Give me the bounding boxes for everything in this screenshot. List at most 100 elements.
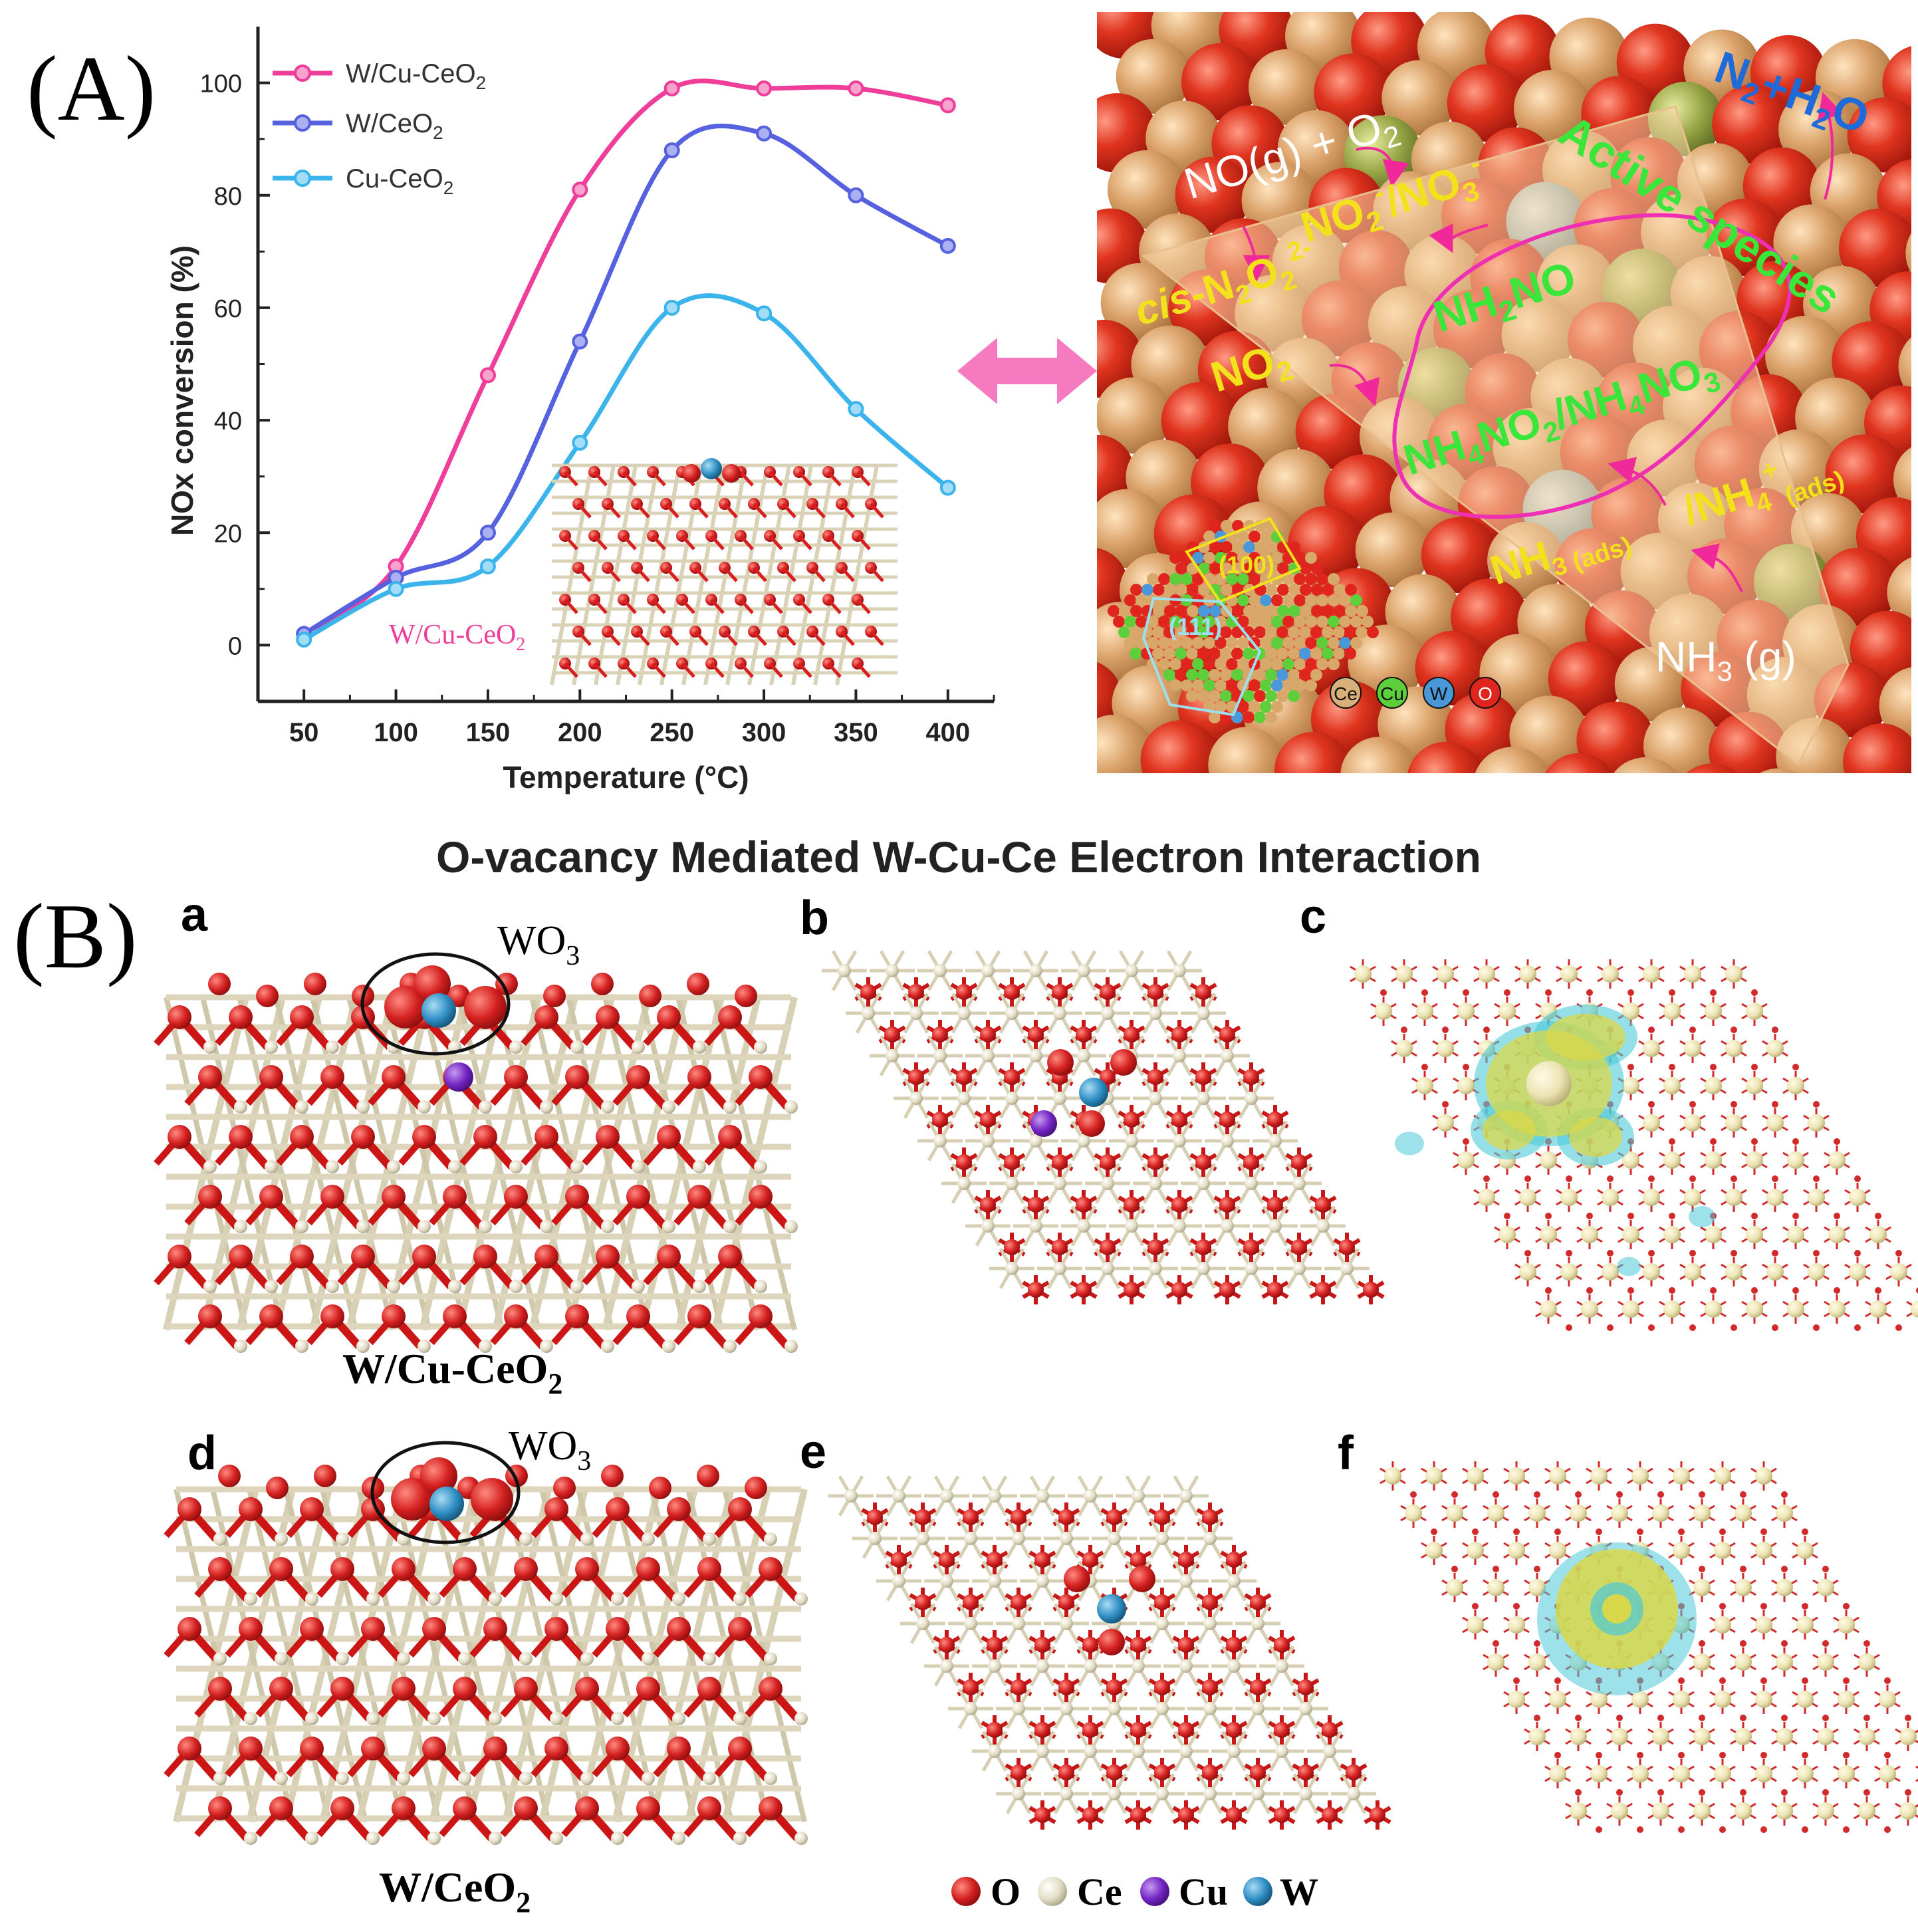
cerium-atom — [723, 1340, 737, 1353]
wo3-circle-a — [360, 952, 511, 1056]
surface-sphere — [1548, 641, 1623, 717]
surface-oxygen-atom — [697, 1465, 719, 1487]
oxygen-atom — [1082, 1722, 1098, 1738]
surface-sphere — [1208, 727, 1285, 773]
lattice-bond — [393, 1489, 478, 1822]
nanoparticle-atom — [1260, 594, 1272, 606]
oxygen-atom — [1154, 1764, 1170, 1780]
cerium-atom — [1540, 1226, 1557, 1243]
surface-sphere — [1893, 447, 1911, 512]
inset-bond — [798, 535, 812, 550]
cerium-atom — [1787, 1226, 1804, 1243]
cerium-atom — [1581, 1300, 1598, 1318]
inset-bond — [638, 465, 681, 685]
cerium-atom — [336, 1652, 349, 1665]
oxygen-atom — [963, 1679, 979, 1695]
inset-bond — [827, 662, 842, 678]
oxygen-atom — [667, 1497, 691, 1521]
oxygen-atom — [290, 1005, 314, 1029]
oxygen-atom — [443, 1185, 467, 1209]
cerium-atom — [1084, 1745, 1097, 1758]
cerium-atom — [479, 1100, 492, 1114]
cerium-atom — [1268, 1134, 1282, 1147]
oxygen-atom — [1607, 1250, 1614, 1257]
oxygen-atom — [1267, 1112, 1283, 1128]
inset-bond — [694, 630, 709, 646]
oxygen-atom — [1875, 1213, 1881, 1219]
tungsten-atom — [429, 1487, 464, 1521]
oxygen-atom — [1202, 1509, 1218, 1525]
nanoparticle-atom — [1260, 637, 1272, 649]
data-point-w-cu-ceo2 — [663, 80, 680, 97]
inset-bond — [739, 598, 754, 614]
lattice-bond — [612, 1489, 697, 1822]
cerium-atom — [509, 1040, 523, 1054]
nanoparticle-atom — [1130, 648, 1141, 660]
cerium-atom — [1725, 1114, 1742, 1132]
nanoparticle-atom — [1158, 594, 1170, 606]
inset-bond — [753, 566, 767, 582]
cerium-atom — [1108, 1532, 1121, 1545]
nanoparticle-atom — [1294, 616, 1306, 628]
lattice-bond — [602, 997, 687, 1330]
oxygen-atom — [1011, 1509, 1026, 1525]
nanoparticle-atom — [1305, 594, 1317, 606]
cerium-atom — [794, 1592, 808, 1606]
subfigure-a-caption: W/Cu-CeO2 — [342, 1345, 562, 1400]
oxygen-atom — [382, 1185, 406, 1209]
oxygen-atom — [1451, 1566, 1458, 1572]
cerium-atom — [1879, 1765, 1896, 1782]
cerium-atom — [1693, 1728, 1711, 1745]
oxygen-atom — [596, 1125, 620, 1149]
oxygen-atom — [606, 1737, 630, 1760]
cerium-atom — [601, 1100, 614, 1114]
charge-depletion-region — [1689, 1206, 1715, 1227]
nanoparticle-atom — [1243, 648, 1255, 660]
nanoparticle-atom — [1175, 605, 1187, 617]
oxygen-atom — [1648, 1101, 1655, 1108]
oxygen-atom — [1147, 1069, 1163, 1085]
nanoparticle-atom — [1294, 658, 1306, 670]
cerium-atom — [784, 1100, 798, 1114]
oxygen-atom — [728, 1497, 752, 1521]
oxygen-atom — [1822, 1640, 1829, 1647]
oxygen-atom — [1637, 1528, 1643, 1535]
nanoparticle-atom — [1266, 605, 1278, 617]
cerium-atom — [540, 1340, 553, 1353]
nanoparticle-atoms — [1108, 520, 1379, 723]
cerium-atom — [892, 1489, 905, 1503]
oxygen-atom — [168, 1005, 191, 1029]
cerium-atom — [1275, 1659, 1288, 1673]
cerium-atom — [1292, 1177, 1306, 1190]
charge-accumulation-region — [1483, 1110, 1536, 1150]
cerium-atom — [1132, 1659, 1145, 1673]
oxygen-atom — [1792, 1064, 1799, 1070]
cerium-atom — [672, 1712, 685, 1725]
nanoparticle-atom — [1305, 573, 1317, 585]
oxygen-atom — [1689, 1026, 1696, 1033]
nanoparticle-atom — [1237, 637, 1249, 649]
cerium-atom — [1796, 1616, 1814, 1633]
inset-bond — [791, 465, 835, 685]
oxygen-atom — [1052, 1239, 1068, 1255]
oxygen-atom — [1637, 1752, 1643, 1758]
oxygen-atom — [1226, 1722, 1242, 1738]
surface-sphere — [1838, 208, 1911, 288]
inset-bond — [739, 662, 754, 678]
oxygen-atom — [1554, 1752, 1561, 1758]
np-legend-w: W — [1430, 683, 1448, 704]
oxygen-atom — [1689, 1324, 1696, 1331]
nanoparticle-atom — [1192, 637, 1204, 649]
oxygen-atom — [636, 1796, 660, 1820]
oxygen-atom — [1740, 1640, 1746, 1647]
nanoparticle-atom — [1243, 690, 1255, 702]
cerium-atom — [580, 1652, 594, 1665]
cerium-atom — [244, 1592, 257, 1606]
nanoparticle-atom — [1215, 616, 1227, 628]
cerium-atom — [1684, 1189, 1701, 1206]
cerium-atom — [1179, 1745, 1193, 1758]
cerium-atom — [1425, 1467, 1443, 1485]
cerium-atom — [1725, 1189, 1742, 1206]
oxygen-atom — [728, 1737, 752, 1760]
oxygen-atom — [1772, 1101, 1778, 1108]
